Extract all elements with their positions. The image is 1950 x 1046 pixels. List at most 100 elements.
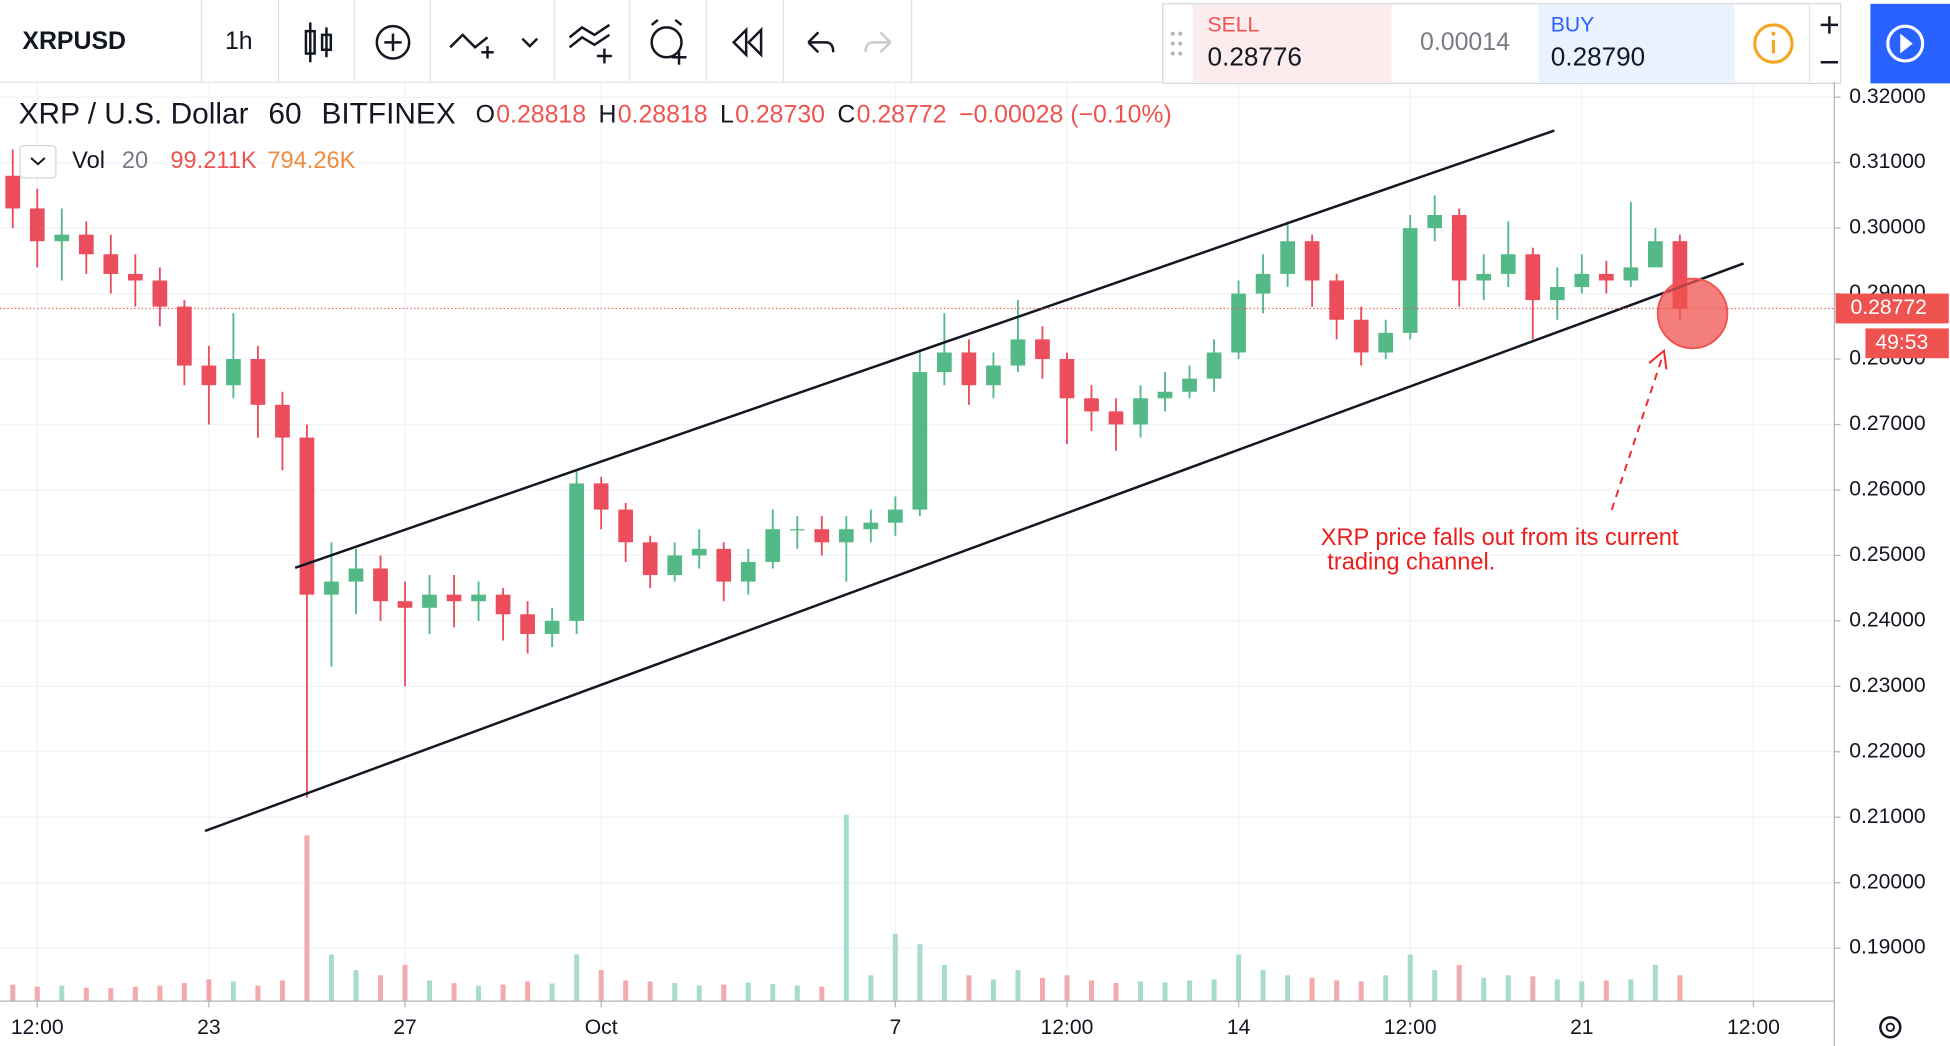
volume-bar [181, 983, 187, 1002]
plot-area [0, 82, 1835, 1002]
candle-body [1035, 339, 1050, 360]
y-tick-label: 0.20000 [1849, 870, 1925, 893]
candle [593, 476, 609, 530]
volume-bar [549, 983, 555, 1002]
settings-button[interactable] [1879, 1016, 1902, 1039]
volume-bar [868, 975, 874, 1002]
candle-body [1157, 391, 1173, 399]
candle-body [1451, 215, 1467, 281]
candle [152, 267, 168, 327]
y-tick-label: 0.30000 [1849, 216, 1925, 239]
candle [838, 516, 854, 582]
candle-body [1598, 273, 1614, 281]
candle-body [54, 234, 70, 242]
volume-bar [623, 980, 629, 1002]
volume-bar [598, 970, 604, 1002]
volume-bar [574, 954, 580, 1002]
volume-bar [1628, 979, 1634, 1002]
chart-exchange: BITFINEX [321, 98, 455, 131]
candle-body [1525, 254, 1541, 301]
volume-bar [843, 814, 849, 1002]
candle-body [1648, 241, 1663, 268]
info-button[interactable] [1753, 23, 1794, 64]
indicators-button[interactable] [449, 33, 539, 59]
candle [1623, 201, 1639, 288]
x-tick-label: 12:00 [1384, 1016, 1437, 1039]
alert-button[interactable] [650, 18, 687, 65]
candle [569, 470, 584, 634]
candle-body [1476, 273, 1492, 281]
candle-body [1549, 287, 1565, 301]
candle [1255, 254, 1271, 314]
x-tick-label: 7 [889, 1016, 901, 1039]
candle-body [1206, 352, 1222, 379]
candle [740, 548, 756, 595]
volume-bar [672, 983, 678, 1002]
candle [716, 542, 732, 602]
volume-bar [1334, 980, 1340, 1002]
candle-body [789, 529, 805, 531]
volume-bar [304, 835, 310, 1002]
symbol[interactable]: XRPUSD [22, 27, 126, 55]
add-button[interactable] [375, 24, 411, 60]
last-price-tag [1835, 293, 1949, 324]
interval-button[interactable]: 1h [225, 27, 253, 55]
chart-title: XRP / U.S. Dollar [19, 98, 249, 131]
candle [814, 516, 830, 556]
replay-button[interactable] [731, 26, 763, 58]
volume-legend: Vol 20 99.211K 794.26K [19, 144, 356, 179]
candle-body [275, 404, 290, 438]
redo-button[interactable] [864, 31, 892, 54]
volume-bar [1530, 976, 1536, 1002]
chart-interval: 60 [268, 98, 301, 131]
candle [495, 588, 511, 641]
volume-period: 20 [122, 148, 148, 174]
volume-bar [83, 987, 89, 1002]
volume-bar [1383, 975, 1389, 1002]
trendline [204, 262, 1745, 833]
sell-button[interactable] [1192, 5, 1392, 83]
candle-body [1133, 398, 1148, 425]
undo-button[interactable] [807, 31, 835, 54]
candle-body [78, 234, 94, 255]
volume-bar [966, 975, 972, 1002]
candle-body [1108, 411, 1124, 425]
candle-body [1280, 241, 1295, 274]
candle [937, 313, 952, 386]
volume-bar [1407, 954, 1413, 1002]
chart-type-button[interactable] [304, 22, 333, 63]
volume-bar [1162, 982, 1168, 1002]
y-tick-label: 0.31000 [1849, 150, 1925, 173]
y-tick-label: 0.24000 [1849, 608, 1925, 631]
volume-bar [1236, 954, 1242, 1002]
annotation-text: XRP price falls out from its current [1321, 525, 1679, 551]
candle-body [1182, 378, 1197, 392]
candle [1304, 234, 1320, 307]
legend: XRP / U.S. Dollar 60 BITFINEX O 0.28818 H 0.28… [19, 98, 1172, 131]
candle-body [1623, 267, 1639, 281]
volume-bar [108, 988, 114, 1002]
candle-body [912, 372, 928, 510]
candle [1598, 260, 1614, 294]
volume-bar [1113, 983, 1119, 1002]
arrow-head [1648, 348, 1668, 370]
volume-value: 99.211K [170, 148, 256, 174]
candle [250, 345, 266, 438]
volume-bar [647, 981, 653, 1002]
compare-button[interactable] [568, 23, 612, 64]
collapse-button[interactable] [19, 144, 57, 179]
sell-price: 0.28776 [1208, 41, 1302, 71]
volume-bar [230, 981, 236, 1002]
candle-body [495, 594, 511, 615]
candle [1059, 352, 1075, 445]
candle [1648, 228, 1663, 268]
zoom-in-button[interactable] [1820, 16, 1839, 34]
candle [348, 548, 364, 615]
volume-ma: 794.26K [267, 148, 355, 174]
y-tick-label: 0.32000 [1849, 85, 1925, 108]
buy-button[interactable] [1538, 5, 1735, 83]
volume-bar [10, 984, 16, 1002]
y-tick-label: 0.22000 [1849, 739, 1925, 762]
volume-bar [770, 984, 776, 1002]
